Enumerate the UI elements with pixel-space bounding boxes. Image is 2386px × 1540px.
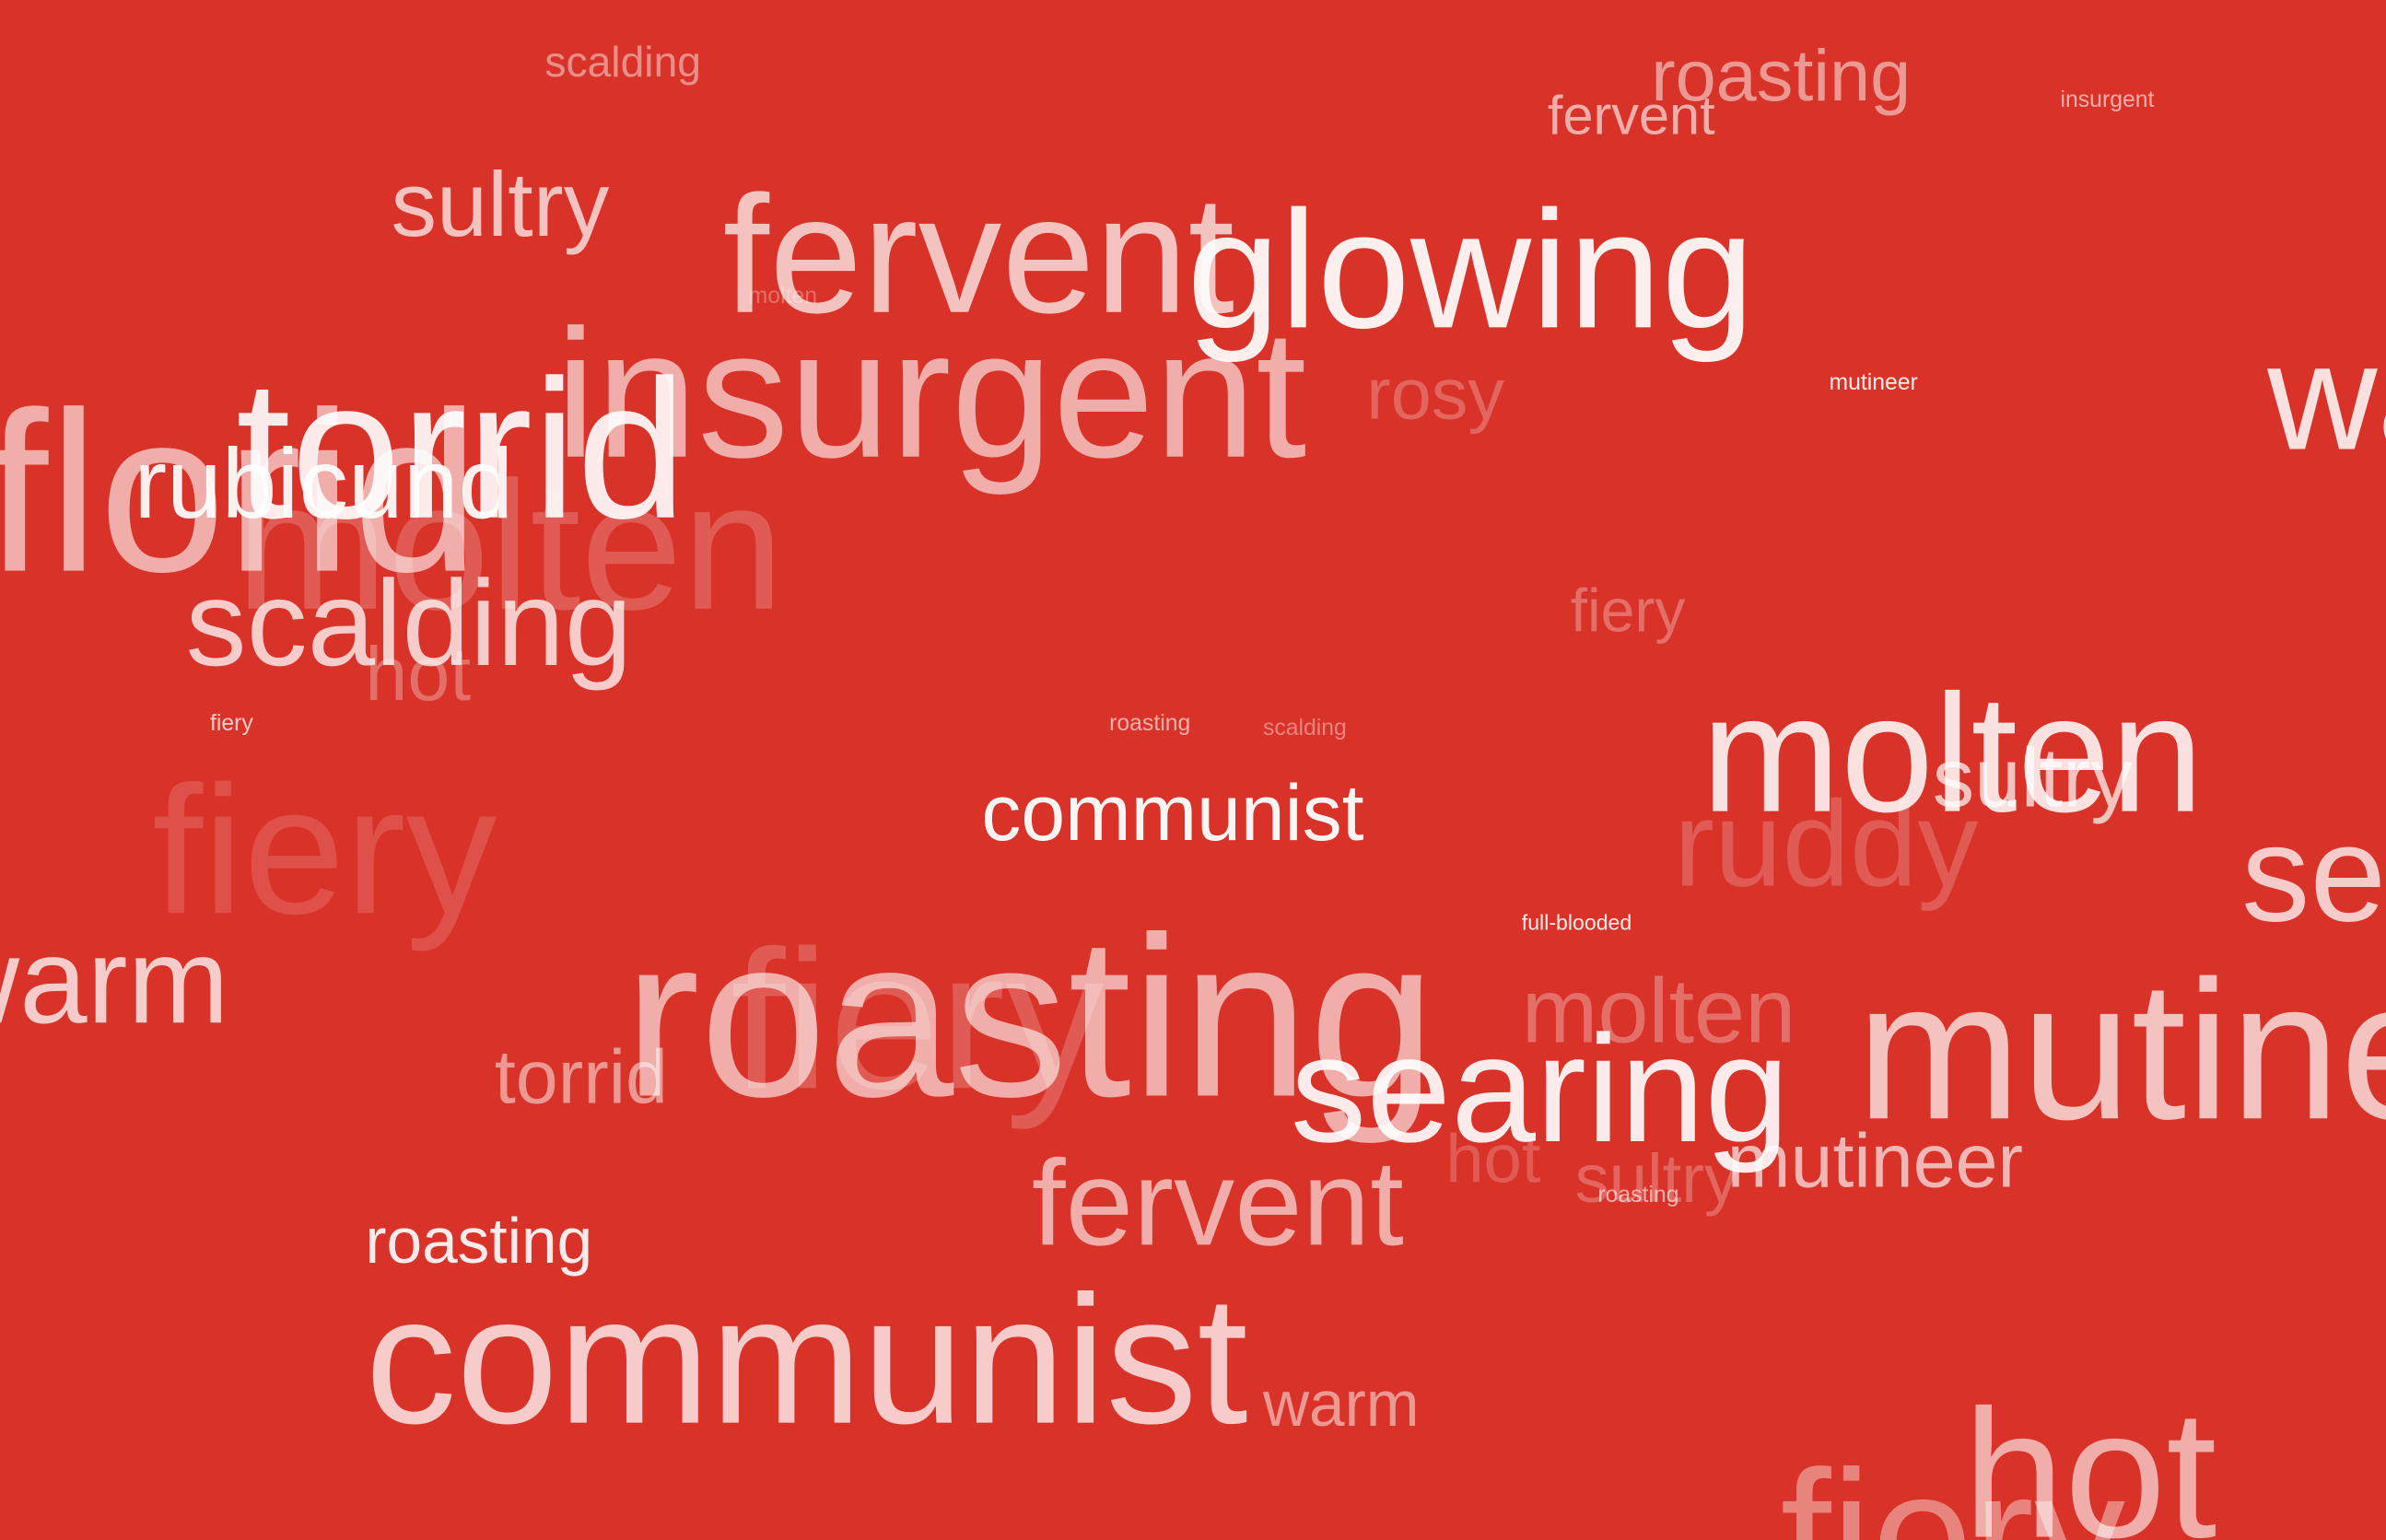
word: fiery xyxy=(152,749,497,952)
word: torrid xyxy=(495,1035,668,1120)
word: full-blooded xyxy=(1522,910,1632,934)
word: rosy xyxy=(1366,352,1504,434)
word: warm xyxy=(2266,311,2386,482)
word: fiery xyxy=(1571,578,1686,646)
word: rubicund xyxy=(134,428,513,539)
word: molten xyxy=(1522,961,1795,1063)
word: molten xyxy=(236,445,784,648)
word: hot xyxy=(365,632,471,717)
word: molten xyxy=(749,284,817,309)
word: fervent xyxy=(1032,1135,1404,1271)
word: roasting xyxy=(1597,1183,1678,1208)
word: torrid xyxy=(236,339,686,560)
word: scalding xyxy=(186,555,633,692)
word: roasting xyxy=(365,1205,592,1277)
word: hot xyxy=(1963,1373,2217,1540)
word: roasting xyxy=(1109,711,1190,736)
word: insurgent xyxy=(556,293,1306,496)
word: mutineer xyxy=(1856,939,2386,1161)
word: communist xyxy=(365,1259,1247,1463)
word: hot xyxy=(1445,1121,1541,1197)
word: insurgent xyxy=(2061,88,2155,112)
word: mutineer xyxy=(1829,370,1917,395)
word: communist xyxy=(981,769,1363,858)
word: sultry xyxy=(392,154,610,256)
word: searing xyxy=(1291,1004,1790,1174)
word: molten xyxy=(1702,660,2204,847)
word: warm xyxy=(0,913,229,1049)
word: scalding xyxy=(544,38,701,86)
word: scalding xyxy=(1263,716,1347,741)
word: fervent xyxy=(1548,85,1715,146)
word: mutineer xyxy=(1727,1119,2023,1204)
word: fervent xyxy=(723,161,1234,348)
word: searing xyxy=(2241,797,2386,951)
word: fiery xyxy=(1781,1434,2125,1540)
word: ruddy xyxy=(1674,776,1979,913)
word: fiery xyxy=(210,711,253,736)
word: roasting xyxy=(1651,34,1911,116)
word: sultry xyxy=(1933,732,2134,825)
word: roasting xyxy=(624,889,1435,1144)
word: warm xyxy=(1262,1368,1420,1440)
word: glowing xyxy=(1187,176,1754,363)
word: florid xyxy=(0,365,479,620)
word: fiery xyxy=(731,909,1105,1130)
word: sultry xyxy=(1575,1140,1739,1217)
